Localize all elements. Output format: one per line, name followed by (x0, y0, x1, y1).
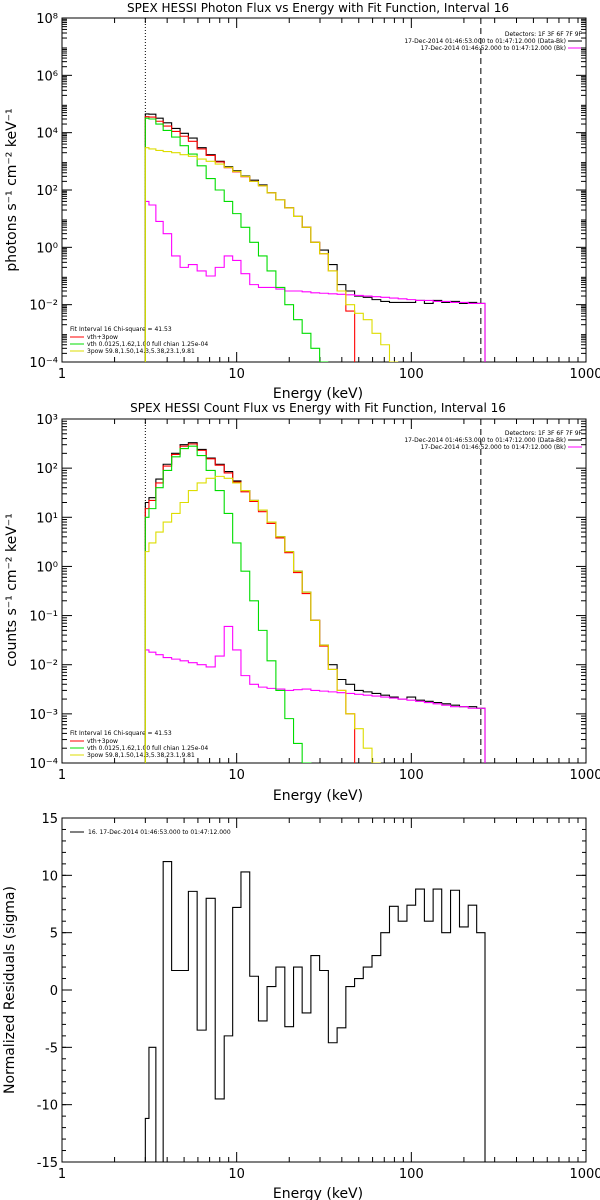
photon-y-tick-label: 10⁴ (36, 127, 58, 142)
residuals-panel-ylabel: Normalized Residuals (sigma) (2, 886, 18, 1094)
count-y-tick-label: 10² (36, 462, 58, 477)
photon-flux-panel: SPEX HESSI Photon Flux vs Energy with Fi… (4, 1, 600, 402)
photon-y-tick-label: 10² (36, 184, 58, 199)
residuals-y-tick-label: 10 (41, 869, 58, 884)
residuals-y-tick-label: 5 (50, 927, 58, 942)
photon-x-tick-label: 1 (58, 367, 66, 382)
residuals-x-tick-label: 10 (228, 1167, 245, 1182)
count-panel-xlabel: Energy (keV) (273, 788, 363, 804)
count-y-tick-label: 10⁻⁴ (29, 757, 58, 772)
residuals-y-tick-label: -15 (37, 1156, 58, 1171)
count-vth-series-line (144, 445, 329, 763)
photon-y-tick-label: 10⁻⁴ (29, 356, 58, 371)
count-y-tick-label: 10¹ (36, 511, 58, 526)
photon-legend-bk-entry: 17-Dec-2014 01:46:52.000 to 01:47:12.000… (421, 45, 566, 52)
photon-y-tick-label: 10⁶ (36, 69, 58, 84)
count-legend-total-entry: vth+3pow (87, 738, 118, 745)
photon-x-tick-label: 1000 (569, 367, 600, 382)
count-panel-legend-top-right: Detectors: 1F 3F 6F 7F 9F 17-Dec-2014 01… (404, 430, 582, 451)
photon-y-tick-label: 10⁻² (29, 299, 58, 314)
photon-legend-pow-entry: 3pow 59.8,1.50,14.3,5.38,23.1,9.81 (87, 348, 195, 355)
count-y-tick-label: 10³ (36, 413, 58, 428)
photon-x-tick-label: 10 (228, 367, 245, 382)
count-panel-ylabel: counts s⁻¹ cm⁻² keV⁻¹ (4, 513, 20, 667)
count-x-tick-label: 1000 (569, 768, 600, 783)
photon-y-tick-label: 10⁰ (36, 241, 58, 256)
count-y-tick-label: 10⁻³ (29, 708, 58, 723)
count-x-tick-label: 10 (228, 768, 245, 783)
count-legend-vth-entry: vth 0.0125,1.62,1.00 full chian 1.25e-04 (87, 745, 208, 752)
residuals-y-tick-label: -5 (45, 1041, 58, 1056)
count-bk-series-line (144, 625, 486, 763)
photon-bk-series-line (144, 200, 486, 362)
photon-vth-series-line (144, 117, 329, 362)
residuals-panel-xlabel: Energy (keV) (273, 1186, 363, 1200)
photon-panel-legend-bottom-left: Fit Interval 16 Chi-square = 41.53 vth+3… (70, 326, 208, 355)
count-panel-legend-bottom-left: Fit Interval 16 Chi-square = 41.53 vth+3… (70, 730, 208, 759)
count-plot-frame (61, 418, 587, 764)
photon-x-tick-label: 100 (399, 367, 424, 382)
photon-legend-fit-header: Fit Interval 16 Chi-square = 41.53 (70, 326, 172, 333)
photon-pow-series-line (144, 147, 399, 362)
count-legend-fit-header: Fit Interval 16 Chi-square = 41.53 (70, 730, 172, 737)
photon-legend-detectors: Detectors: 1F 3F 6F 7F 9F (505, 31, 583, 38)
count-pow-series-line (144, 475, 381, 763)
count-y-tick-label: 10⁻² (29, 659, 58, 674)
count-x-tick-label: 100 (399, 768, 424, 783)
count-flux-panel: SPEX HESSI Count Flux vs Energy with Fit… (4, 401, 600, 804)
residuals-panel-legend: 16. 17-Dec-2014 01:46:53.000 to 01:47:12… (70, 829, 231, 836)
residuals-resid-series-line (144, 861, 486, 1162)
residuals-x-tick-label: 1 (58, 1167, 66, 1182)
photon-panel-legend-top-right: Detectors: 1F 3F 6F 7F 9F 17-Dec-2014 01… (404, 31, 582, 52)
residuals-panel: Energy (keV) Normalized Residuals (sigma… (2, 812, 600, 1200)
count-y-tick-label: 10⁻¹ (29, 610, 58, 625)
photon-legend-data-entry: 17-Dec-2014 01:46:53.000 to 01:47:12.000… (404, 38, 566, 45)
residuals-x-tick-label: 100 (399, 1167, 424, 1182)
count-legend-detectors: Detectors: 1F 3F 6F 7F 9F (505, 430, 583, 437)
photon-panel-title: SPEX HESSI Photon Flux vs Energy with Fi… (127, 1, 509, 15)
photon-legend-total-entry: vth+3pow (87, 334, 118, 341)
count-y-tick-label: 10⁰ (36, 560, 58, 575)
photon-y-tick-label: 10⁸ (36, 12, 58, 27)
residuals-y-tick-label: 15 (41, 812, 58, 827)
count-legend-pow-entry: 3pow 59.8,1.50,14.3,5.38,23.1,9.81 (87, 752, 195, 759)
photon-legend-vth-entry: vth 0.0125,1.62,1.00 full chian 1.25e-04 (87, 341, 208, 348)
residuals-legend-entry: 16. 17-Dec-2014 01:46:53.000 to 01:47:12… (88, 829, 231, 836)
photon-panel-ylabel: photons s⁻¹ cm⁻² keV⁻¹ (4, 108, 20, 271)
photon-panel-xlabel: Energy (keV) (273, 386, 363, 402)
count-legend-bk-entry: 17-Dec-2014 01:46:52.000 to 01:47:12.000… (421, 444, 566, 451)
residuals-y-tick-label: 0 (50, 984, 58, 999)
residuals-y-tick-label: -10 (37, 1099, 58, 1114)
count-x-tick-label: 1 (58, 768, 66, 783)
count-panel-title: SPEX HESSI Count Flux vs Energy with Fit… (130, 401, 506, 415)
residuals-x-tick-label: 1000 (569, 1167, 600, 1182)
count-legend-data-entry: 17-Dec-2014 01:46:53.000 to 01:47:12.000… (404, 437, 566, 444)
